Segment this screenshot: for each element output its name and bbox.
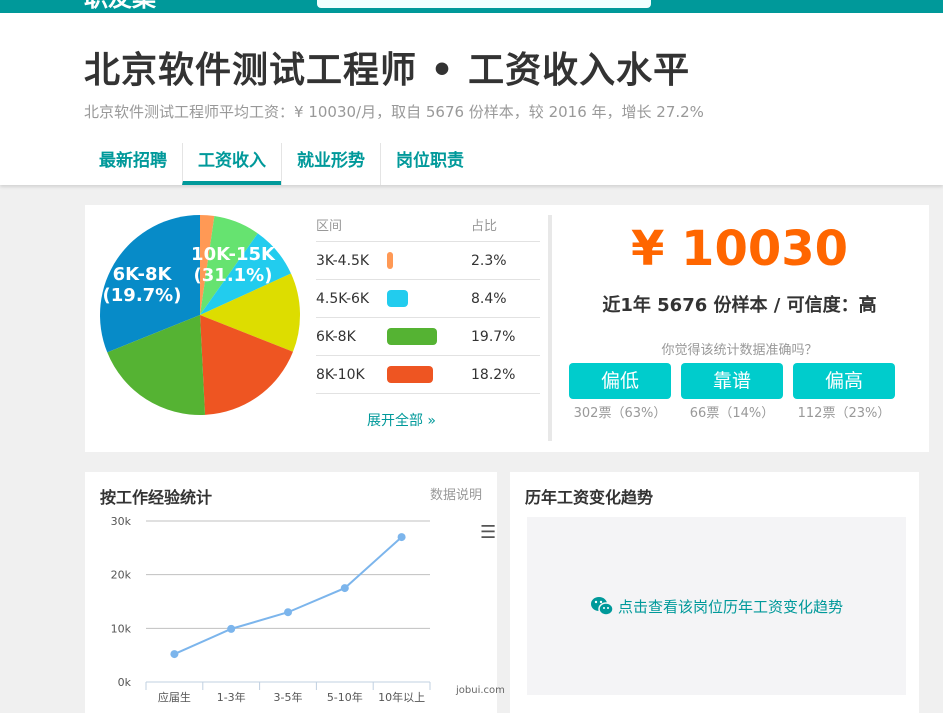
y-tick-label: 20k: [111, 569, 132, 582]
trend-panel: 历年工资变化趋势 点击查看该岗位历年工资变化趋势: [510, 472, 919, 713]
sample-info: 近1年 5676 份样本 / 可信度：高: [602, 295, 877, 316]
data-point[interactable]: [170, 650, 179, 659]
page-header: 北京软件测试工程师 • 工资收入水平 北京软件测试工程师平均工资：¥ 10030…: [0, 13, 943, 185]
share-value: 8.4%: [471, 290, 507, 307]
trend-cta: 点击查看该岗位历年工资变化趋势: [617, 597, 843, 616]
x-tick-label: 10年以上: [378, 690, 425, 704]
share-value: 2.3%: [471, 252, 507, 269]
pie-data-label-pct: (19.7%): [103, 285, 182, 306]
x-tick-label: 3-5年: [274, 690, 303, 704]
expand-all-link[interactable]: 展开全部 »: [366, 413, 436, 429]
range-label: 4.5K-6K: [316, 290, 370, 307]
data-explanation-link[interactable]: 数据说明: [429, 488, 482, 503]
vote-high-button[interactable]: 偏高: [793, 363, 895, 399]
share-bar: [387, 366, 434, 383]
vote-accurate-button[interactable]: 靠谱: [681, 363, 783, 399]
share-bar: [387, 290, 409, 307]
trend-placeholder[interactable]: 点击查看该岗位历年工资变化趋势: [527, 517, 906, 695]
series-line: [173, 536, 403, 656]
tab-employment[interactable]: 就业形势: [281, 143, 380, 185]
table-header: 区间 占比: [316, 215, 540, 242]
data-point[interactable]: [340, 584, 349, 593]
vote-low-button[interactable]: 偏低: [569, 363, 671, 399]
wechat-icon: [590, 597, 614, 616]
table-row: 8K-10K 18.2%: [316, 356, 540, 394]
pie-slice[interactable]: [200, 315, 293, 415]
share-value: 19.7%: [471, 328, 516, 345]
vote-low-count: 302票（63%）: [573, 406, 667, 421]
y-tick-label: 0k: [118, 676, 132, 689]
experience-line-chart: 0k 10k 20k 30k 应届生 1-3年 3-5年 5-10年 10年以上: [111, 515, 431, 704]
pie-data-label: 10K-15K: [191, 244, 276, 265]
vote-group: 偏低 302票（63%） 靠谱 66票（14%） 偏高 112票（23%）: [569, 363, 895, 421]
pie-slice[interactable]: [100, 215, 200, 353]
experience-title: 按工作经验统计: [100, 488, 213, 507]
search-input[interactable]: [317, 0, 651, 8]
average-salary: ¥ 10030: [630, 221, 849, 277]
x-tick-label: 5-10年: [327, 690, 363, 704]
page-title: 北京软件测试工程师 • 工资收入水平: [84, 50, 691, 91]
pie-slice[interactable]: [200, 216, 258, 315]
chart-credit: jobui.com: [456, 685, 505, 696]
pie-slice[interactable]: [107, 315, 206, 415]
pie-slice[interactable]: [200, 215, 215, 315]
salary-overview-panel: 10K-15K (31.1%) 6K-8K (19.7%) 区间 占比 3K-4.5K…: [85, 205, 929, 452]
experience-panel: 按工作经验统计 数据说明 0k 10k 20k 30k 应届生 1-3年 3-5年 5-10年…: [85, 472, 505, 713]
pie-data-label: 6K-8K: [113, 264, 173, 285]
trend-title: 历年工资变化趋势: [525, 488, 654, 507]
site-logo[interactable]: 职友集: [84, 0, 156, 10]
y-tick-label: 30k: [111, 515, 132, 528]
table-row: 3K-4.5K 2.3%: [316, 242, 540, 280]
data-point[interactable]: [397, 533, 406, 542]
table-row: 4.5K-6K 8.4%: [316, 280, 540, 318]
top-nav-bar: 职友集: [0, 0, 943, 13]
share-value: 18.2%: [471, 366, 516, 383]
tab-salary[interactable]: 工资收入: [182, 143, 281, 185]
tab-latest-jobs[interactable]: 最新招聘: [99, 151, 167, 171]
distribution-table: 区间 占比 3K-4.5K 2.3% 4.5K-6K 8.4% 6K-8K 19.7% 8K…: [316, 215, 540, 394]
col-share: 占比: [471, 219, 498, 234]
vote-high-count: 112票（23%）: [797, 406, 891, 421]
accuracy-question: 你觉得该统计数据准确吗？: [661, 343, 818, 358]
chart-menu-icon[interactable]: ☰: [480, 522, 497, 543]
vote-accurate-count: 66票（14%）: [689, 406, 775, 421]
range-label: 6K-8K: [316, 328, 356, 345]
tabs: 最新招聘 工资收入 就业形势 岗位职责: [84, 143, 479, 185]
salary-pie-chart: 10K-15K(31.1%) 6K-8K(19.7%): [100, 215, 300, 415]
range-label: 3K-4.5K: [316, 252, 370, 269]
tab-duties[interactable]: 岗位职责: [380, 143, 479, 185]
pie-slice[interactable]: [200, 233, 292, 315]
share-bar: [387, 252, 393, 269]
pie-slice[interactable]: [200, 273, 300, 352]
divider: [548, 215, 552, 441]
col-range: 区间: [316, 219, 343, 234]
data-point[interactable]: [284, 608, 292, 617]
y-tick-label: 10k: [111, 622, 132, 635]
pie-data-label-pct: (31.1%): [194, 265, 273, 286]
page-subtitle: 北京软件测试工程师平均工资：¥ 10030/月，取自 5676 份样本，较 20…: [84, 103, 704, 121]
x-tick-label: 应届生: [158, 690, 191, 704]
data-point[interactable]: [227, 624, 236, 633]
x-tick-label: 1-3年: [217, 690, 246, 704]
share-bar: [387, 328, 438, 345]
table-row: 6K-8K 19.7%: [316, 318, 540, 356]
range-label: 8K-10K: [316, 366, 365, 383]
